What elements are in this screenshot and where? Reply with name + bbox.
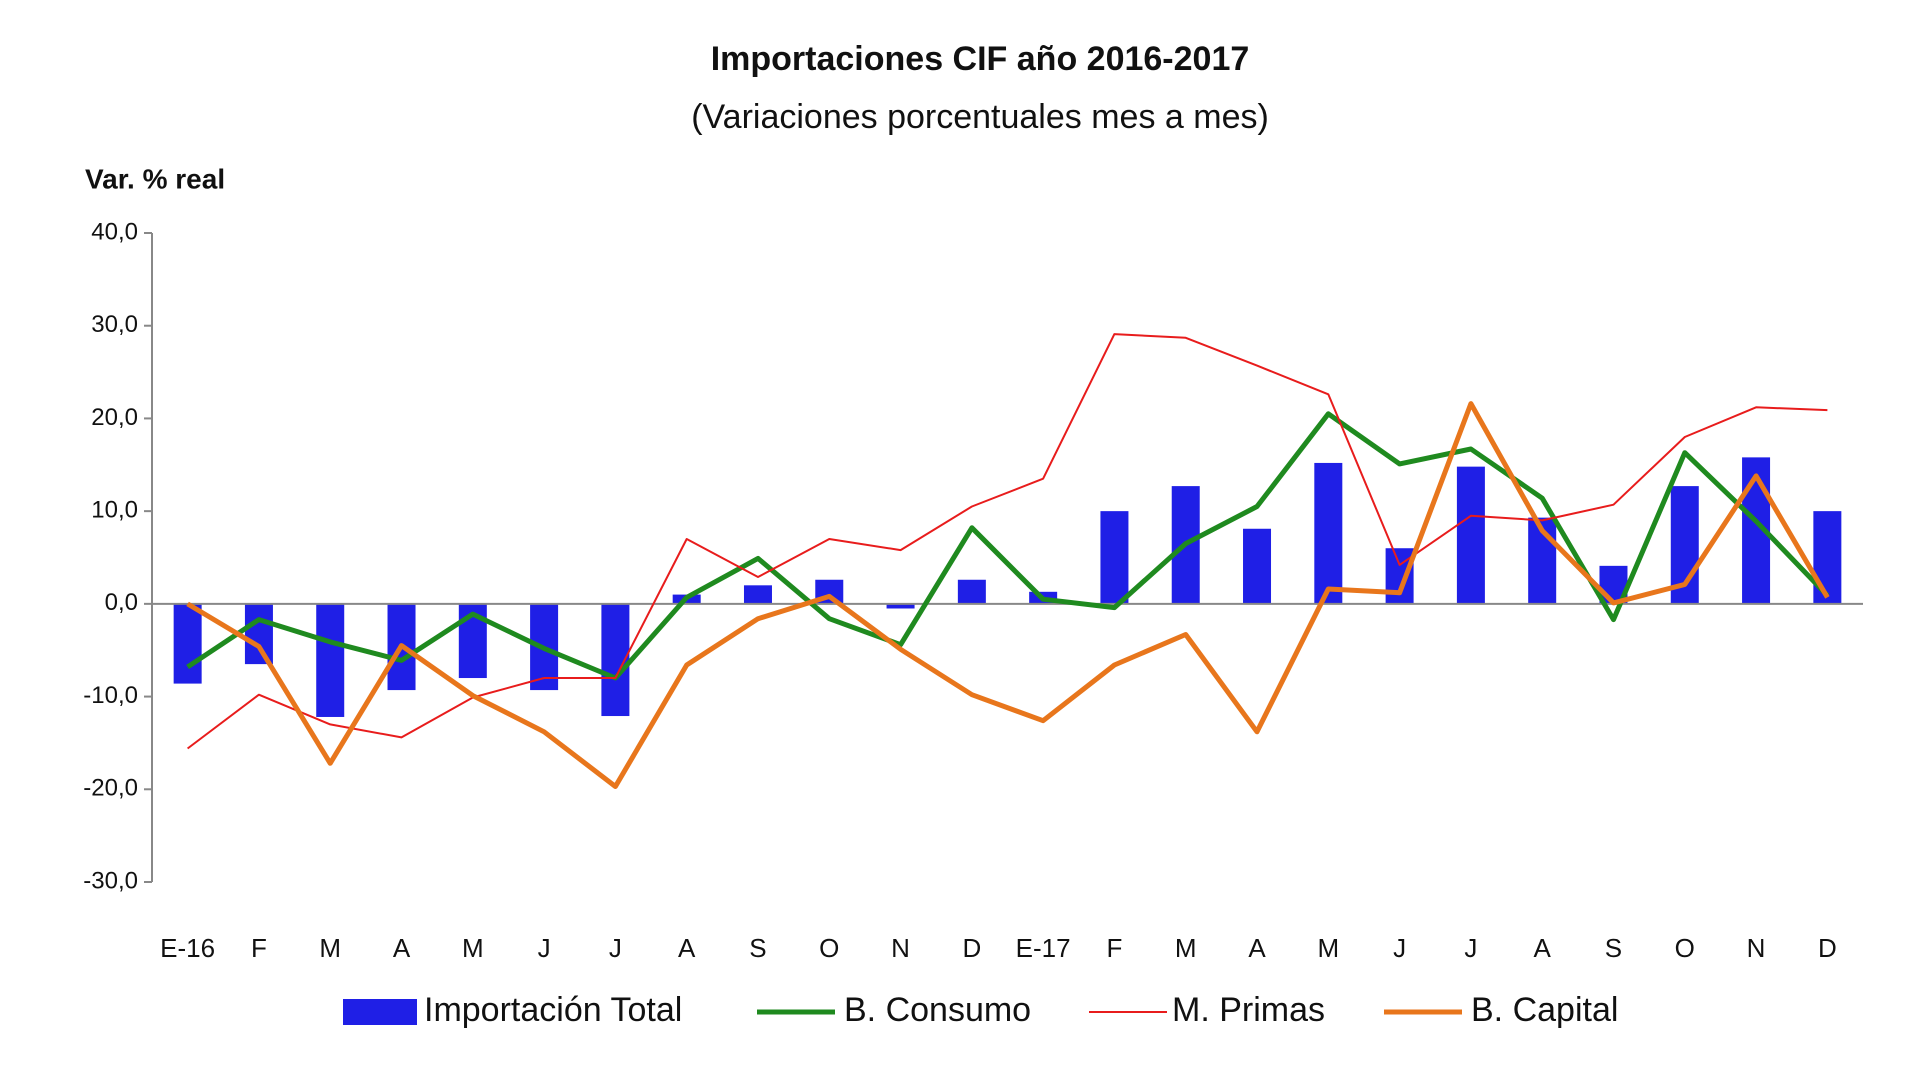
bar xyxy=(1385,548,1414,604)
bar xyxy=(1813,511,1842,604)
x-tick-label: A xyxy=(1534,933,1552,963)
legend-swatch xyxy=(343,999,417,1025)
line-series xyxy=(186,401,1830,789)
x-tick-label: D xyxy=(1818,933,1837,963)
x-tick-label: A xyxy=(1248,933,1266,963)
y-tick-label: 20,0 xyxy=(91,404,138,431)
x-tick-label: O xyxy=(1675,933,1695,963)
x-tick-label: M xyxy=(462,933,484,963)
y-tick-label: -30,0 xyxy=(83,867,138,894)
x-tick-label: J xyxy=(538,933,551,963)
x-tick-label: E-16 xyxy=(160,933,215,963)
x-tick-label: S xyxy=(749,933,766,963)
x-tick-label: F xyxy=(1106,933,1122,963)
bar xyxy=(1100,511,1129,604)
bar xyxy=(244,603,273,665)
bar xyxy=(173,603,202,684)
x-tick-label: M xyxy=(1317,933,1339,963)
x-tick-label: D xyxy=(962,933,981,963)
x-tick-label: J xyxy=(609,933,622,963)
legend-label: Importación Total xyxy=(424,991,682,1029)
x-tick-label: M xyxy=(1175,933,1197,963)
x-tick-label: N xyxy=(891,933,910,963)
x-tick-label: A xyxy=(678,933,696,963)
x-tick-label: F xyxy=(251,933,267,963)
line-series xyxy=(186,411,1830,681)
legend-label: B. Capital xyxy=(1471,991,1618,1029)
legend-label: B. Consumo xyxy=(844,991,1031,1029)
bar xyxy=(316,603,345,717)
x-tick-label: J xyxy=(1464,933,1477,963)
legend-label: M. Primas xyxy=(1172,991,1325,1029)
chart-title: Importaciones CIF año 2016-2017 xyxy=(711,40,1250,78)
y-tick-label: 0,0 xyxy=(105,589,138,616)
line-series xyxy=(186,333,1828,750)
bar xyxy=(1456,466,1485,604)
y-tick-label: 40,0 xyxy=(91,218,138,245)
bar xyxy=(743,585,772,604)
bar xyxy=(1243,528,1272,604)
bar xyxy=(957,579,986,604)
x-tick-label: E-17 xyxy=(1016,933,1071,963)
bar xyxy=(886,603,915,609)
bar xyxy=(1314,462,1343,604)
x-tick-label: J xyxy=(1393,933,1406,963)
y-tick-label: 10,0 xyxy=(91,496,138,523)
y-tick-label: -20,0 xyxy=(83,775,138,802)
y-tick-label: -10,0 xyxy=(83,682,138,709)
x-tick-label: S xyxy=(1605,933,1622,963)
chart-subtitle: (Variaciones porcentuales mes a mes) xyxy=(691,98,1269,136)
y-tick-label: 30,0 xyxy=(91,311,138,338)
x-tick-label: N xyxy=(1747,933,1766,963)
x-tick-label: M xyxy=(319,933,341,963)
x-tick-label: A xyxy=(393,933,411,963)
x-tick-label: O xyxy=(819,933,839,963)
y-axis-label: Var. % real xyxy=(85,163,225,194)
